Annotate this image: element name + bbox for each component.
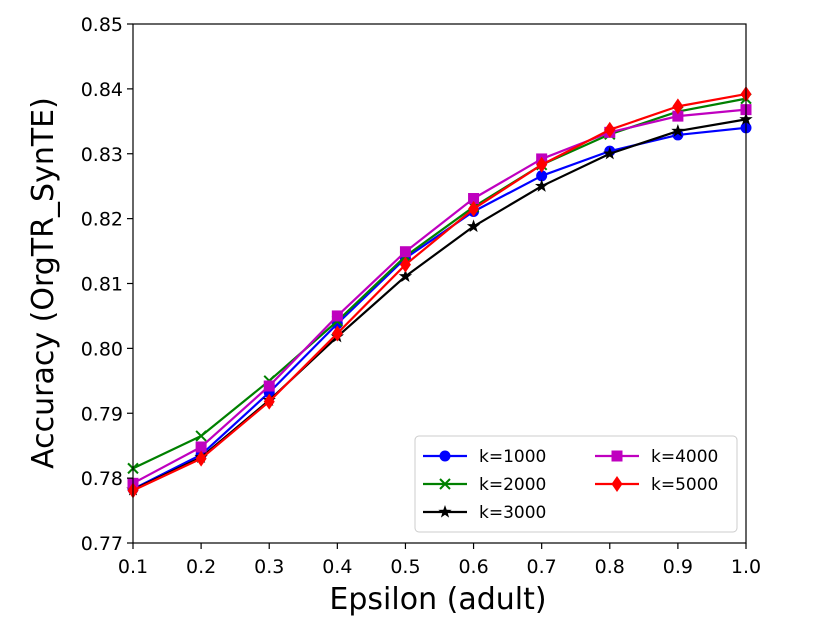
x-tick-label: 0.5 (390, 556, 420, 578)
x-tick-label: 0.7 (527, 556, 557, 578)
y-tick-label: 0.81 (81, 274, 123, 296)
legend-box (414, 435, 738, 533)
data-point (603, 146, 617, 160)
series-k=4000 (127, 104, 752, 489)
x-tick-label: 0.4 (322, 556, 352, 578)
data-point (604, 121, 616, 138)
x-tick-label: 1.0 (731, 556, 761, 578)
data-point (399, 256, 411, 273)
legend-marker (439, 478, 451, 490)
y-tick-label: 0.82 (81, 209, 123, 231)
x-tick-label: 0.2 (186, 556, 216, 578)
y-tick-label: 0.80 (81, 338, 123, 360)
data-point (672, 110, 684, 122)
legend-marker (611, 476, 623, 492)
data-point (263, 393, 275, 410)
legend: k=1000 k=2000 k=3000 k=4000 k=5000 (414, 435, 738, 533)
legend-marker (611, 450, 623, 462)
y-tick-label: 0.79 (81, 403, 123, 425)
plot-area (126, 86, 753, 499)
y-tick-label: 0.83 (81, 144, 123, 166)
y-tick-label: 0.85 (81, 14, 123, 36)
marker-stroke (195, 430, 207, 442)
data-point (466, 219, 481, 233)
data-point (195, 450, 207, 467)
legend-marker (438, 505, 452, 518)
x-axis-title: Epsilon (adult) (329, 582, 546, 617)
series-k=2000 (127, 92, 752, 475)
data-point (468, 193, 480, 205)
data-point (331, 325, 343, 342)
data-point (535, 179, 549, 192)
legend-entry-k=5000: k=5000 (595, 475, 718, 495)
series-line (132, 108, 747, 485)
x-tick-label: 0.1 (118, 556, 148, 578)
legend-entry-k=2000: k=2000 (423, 475, 546, 495)
data-point (195, 430, 207, 442)
data-point (263, 380, 275, 392)
legend-label: k=1000 (479, 447, 546, 467)
data-point (468, 200, 480, 217)
marker-stroke (439, 478, 451, 490)
legend-label: k=5000 (651, 475, 718, 495)
data-point (331, 310, 343, 322)
data-point (195, 441, 207, 453)
legend-label: k=4000 (651, 447, 718, 467)
y-tick-label: 0.78 (81, 468, 123, 490)
x-tick-label: 0.8 (595, 556, 625, 578)
data-point (536, 156, 548, 173)
series-line (132, 92, 747, 492)
data-point (672, 98, 684, 115)
data-point (536, 170, 548, 182)
data-point (671, 124, 685, 137)
data-point (399, 246, 411, 258)
series-line (132, 126, 747, 491)
data-point (398, 269, 413, 283)
legend-marker (439, 450, 451, 462)
legend-entry-k=3000: k=3000 (423, 503, 546, 523)
axes: 0.1 0.2 0.3 0.4 0.5 0.6 0.7 0.8 0.9 1.0 0.77 0.78 0.… (81, 14, 761, 578)
series-k=5000 (127, 86, 752, 499)
y-tick-label: 0.84 (81, 79, 123, 101)
series-line (132, 97, 747, 470)
legend-label: k=2000 (479, 475, 546, 495)
x-tick-label: 0.3 (254, 556, 284, 578)
legend-entry-k=1000: k=1000 (423, 447, 546, 467)
y-axis-title: Accuracy (OrgTR_SynTE) (26, 97, 61, 469)
legend-entry-k=4000: k=4000 (595, 447, 718, 467)
x-tick-label: 0.9 (663, 556, 693, 578)
x-tick-label: 0.6 (458, 556, 488, 578)
y-tick-label: 0.77 (81, 533, 123, 555)
legend-label: k=3000 (479, 503, 546, 523)
